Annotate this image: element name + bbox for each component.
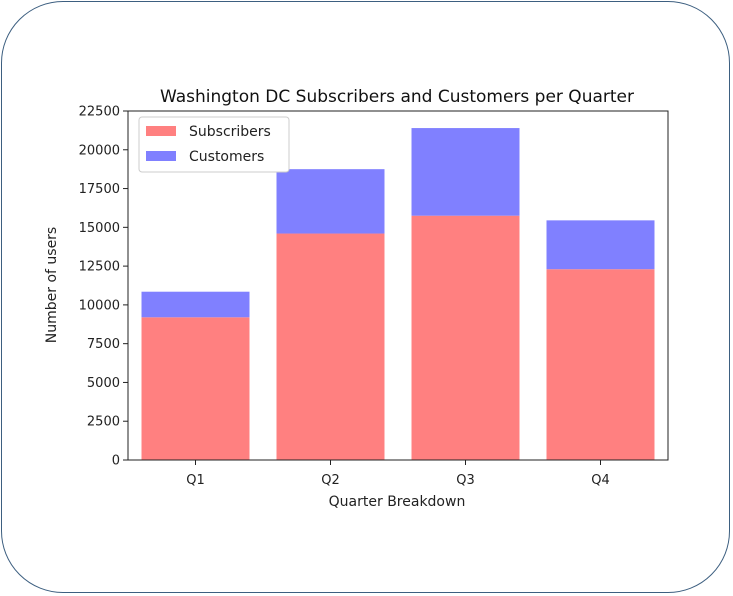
y-axis: 0 2500 5000 7500 10000 12500 15000 17500 20000 22… — [79, 105, 128, 469]
y-tick-label: 22500 — [79, 105, 120, 120]
bar-subscribers-q2 — [276, 233, 385, 460]
y-axis-title: Number of users — [44, 227, 60, 343]
bars-layer — [141, 128, 655, 460]
legend: Subscribers Customers — [138, 116, 290, 173]
x-tick-label: Q4 — [591, 473, 610, 488]
y-tick-label: 5000 — [87, 376, 120, 391]
bar-customers-q3 — [411, 128, 520, 216]
bar-subscribers-q4 — [546, 269, 655, 460]
legend-label-customers: Customers — [189, 149, 264, 165]
y-tick-label: 7500 — [87, 337, 120, 352]
x-tick-label: Q2 — [321, 473, 340, 488]
legend-swatch-customers — [146, 151, 176, 161]
bar-customers-q4 — [546, 220, 655, 270]
chart-title: Washington DC Subscribers and Customers … — [160, 87, 634, 107]
bar-subscribers-q3 — [411, 215, 520, 460]
y-tick-label: 10000 — [79, 298, 120, 313]
bar-customers-q1 — [141, 291, 250, 318]
bar-customers-q2 — [276, 169, 385, 234]
x-tick-label: Q1 — [186, 473, 205, 488]
legend-swatch-subscribers — [146, 126, 176, 136]
bar-subscribers-q1 — [141, 317, 250, 460]
y-tick-label: 2500 — [87, 415, 120, 430]
y-tick-label: 15000 — [79, 221, 120, 236]
y-tick-label: 0 — [112, 454, 120, 469]
x-axis-title: Quarter Breakdown — [329, 494, 466, 510]
plot-area-frame — [127, 110, 669, 461]
legend-label-subscribers: Subscribers — [189, 124, 271, 140]
y-tick-label: 20000 — [79, 143, 120, 158]
legend-box — [138, 116, 290, 173]
y-tick-label: 12500 — [79, 260, 120, 275]
x-axis: Q1 Q2 Q3 Q4 — [186, 460, 610, 488]
x-tick-label: Q3 — [456, 473, 475, 488]
y-tick-label: 17500 — [79, 182, 120, 197]
